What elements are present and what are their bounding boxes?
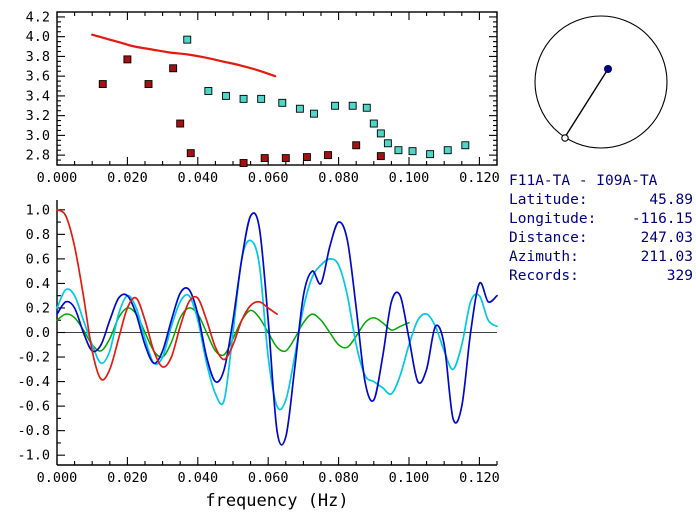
svg-text:1.0: 1.0	[26, 202, 50, 218]
great-circle-path-diagram	[534, 15, 668, 149]
svg-text:0.080: 0.080	[318, 170, 359, 186]
svg-text:-1.0: -1.0	[17, 448, 50, 464]
frequency-axis-label: frequency (Hz)	[205, 491, 348, 511]
info-row-records: Records: 329	[509, 267, 693, 286]
svg-text:3.2: 3.2	[26, 108, 50, 124]
svg-text:0.020: 0.020	[107, 470, 148, 486]
svg-text:0.0: 0.0	[26, 325, 50, 341]
svg-text:-0.8: -0.8	[17, 423, 50, 439]
records-label: Records:	[509, 268, 579, 284]
info-row-longitude: Longitude: -116.15	[509, 210, 693, 229]
records-value: 329	[666, 268, 693, 284]
dispersion-plot-x-tick-labels: 0.000 0.020 0.040 0.060 0.080 0.100 0.120	[37, 170, 500, 186]
svg-text:2.8: 2.8	[26, 148, 50, 164]
svg-text:0.120: 0.120	[459, 470, 500, 486]
svg-text:3.4: 3.4	[26, 88, 50, 104]
svg-text:0.040: 0.040	[177, 170, 218, 186]
longitude-label: Longitude:	[509, 211, 597, 227]
azimuth-label: Azimuth:	[509, 249, 579, 265]
cleaned-velocity-picks	[183, 35, 470, 159]
azimuth-value: 211.03	[640, 249, 693, 265]
svg-text:0.8: 0.8	[26, 227, 50, 243]
latitude-label: Latitude:	[509, 192, 588, 208]
svg-text:0.060: 0.060	[248, 170, 289, 186]
svg-text:3.6: 3.6	[26, 69, 50, 85]
spectral-waveform-plot-y-tick-labels: -1.0 -0.8 -0.6 -0.4 -0.2 0.0 0.2 0.4 0.6 0.8 1.0	[17, 202, 50, 463]
svg-text:0.4: 0.4	[26, 276, 50, 292]
info-row-azimuth: Azimuth: 211.03	[509, 248, 693, 267]
origin-marker-icon	[561, 134, 569, 142]
spectral-waveform-plot-x-tick-labels: 0.000 0.020 0.040 0.060 0.080 0.100 0.120	[37, 470, 500, 486]
svg-text:0.6: 0.6	[26, 251, 50, 267]
svg-text:-0.4: -0.4	[17, 374, 50, 390]
longitude-value: -116.15	[631, 211, 693, 227]
svg-text:0.080: 0.080	[318, 470, 359, 486]
svg-text:4.2: 4.2	[26, 9, 50, 25]
svg-text:0.020: 0.020	[107, 170, 148, 186]
station-marker-icon	[604, 65, 612, 73]
distance-value: 247.03	[640, 230, 693, 246]
svg-text:3.0: 3.0	[26, 128, 50, 144]
svg-text:0.000: 0.000	[37, 470, 78, 486]
info-row-latitude: Latitude: 45.89	[509, 191, 693, 210]
azimuth-circle	[534, 15, 668, 149]
group-velocity-picks	[98, 55, 385, 167]
svg-text:0.100: 0.100	[389, 170, 430, 186]
spectral-waveform-plot: 0.000 0.020 0.040 0.060 0.080 0.100 0.120-1.0-…	[17, 200, 500, 511]
svg-text:-0.2: -0.2	[17, 350, 50, 366]
svg-text:0.060: 0.060	[248, 470, 289, 486]
info-panel: F11A-TA - I09A-TA Latitude: 45.89 Longit…	[509, 172, 693, 286]
dispersion-plot: 0.000 0.020 0.040 0.060 0.080 0.100 0.120 2.8 3.…	[26, 9, 500, 186]
info-row-distance: Distance: 247.03	[509, 229, 693, 248]
svg-text:0.100: 0.100	[389, 470, 430, 486]
cyan-spectrum-trace	[56, 239, 498, 411]
station-pair-title: F11A-TA - I09A-TA	[509, 173, 658, 189]
red-spectrum-trace	[56, 208, 278, 381]
svg-text:0.000: 0.000	[37, 170, 78, 186]
blue-spectrum-trace	[56, 212, 498, 446]
svg-text:4.0: 4.0	[26, 29, 50, 45]
svg-text:0.2: 0.2	[26, 300, 50, 316]
interstation-path-line	[564, 68, 609, 138]
svg-text:0.040: 0.040	[177, 470, 218, 486]
reference-dispersion-curve	[91, 33, 277, 78]
svg-text:-0.6: -0.6	[17, 399, 50, 415]
dispersion-plot-y-tick-labels: 2.8 3.0 3.2 3.4 3.6 3.8 4.0 4.2	[26, 9, 50, 163]
latitude-value: 45.89	[649, 192, 693, 208]
distance-label: Distance:	[509, 230, 588, 246]
svg-text:3.8: 3.8	[26, 49, 50, 65]
dispersion-plot-axes	[56, 11, 498, 166]
svg-text:0.120: 0.120	[459, 170, 500, 186]
